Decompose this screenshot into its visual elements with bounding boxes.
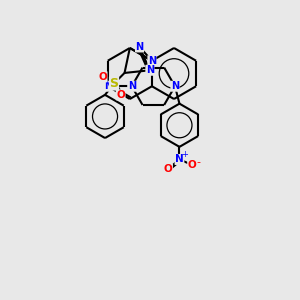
Text: N: N [175,154,184,164]
Text: O: O [188,160,197,170]
Text: S: S [110,77,118,90]
Text: N: N [146,65,154,75]
Text: O: O [98,72,107,82]
Text: N: N [148,56,156,66]
Text: N: N [171,81,179,91]
Text: N: N [128,81,136,91]
Text: N: N [136,42,144,52]
Text: O: O [116,90,125,100]
Text: +: + [182,150,188,159]
Text: O: O [164,164,172,174]
Text: N: N [104,81,112,91]
Text: -: - [197,158,201,167]
